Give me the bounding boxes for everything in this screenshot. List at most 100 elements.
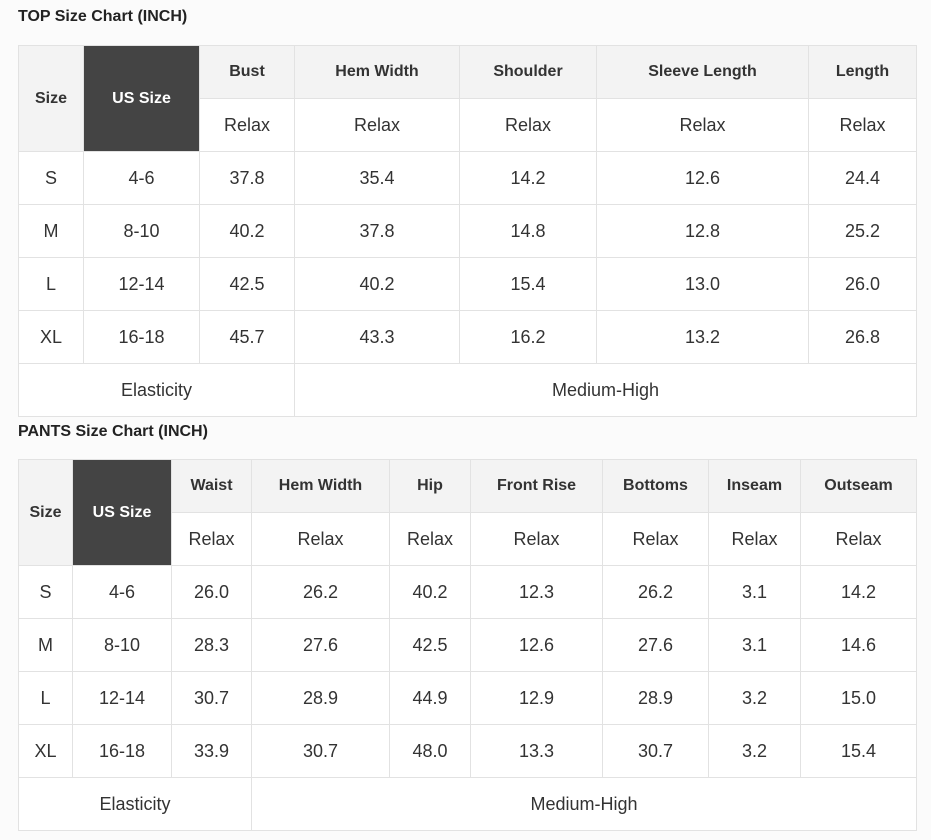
table-cell: 43.3 — [294, 310, 460, 364]
table-cell: M — [18, 618, 73, 672]
top-chart-title: TOP Size Chart (INCH) — [18, 8, 188, 25]
table-cell: 16-18 — [72, 724, 172, 778]
elasticity-row: Elasticity Medium-High — [18, 363, 917, 417]
table-cell: 35.4 — [294, 151, 460, 205]
table-cell: 14.2 — [800, 565, 917, 619]
table-cell: 12-14 — [72, 671, 172, 725]
table-cell: 28.9 — [602, 671, 709, 725]
table-cell: 12.6 — [596, 151, 809, 205]
table-cell: 8-10 — [83, 204, 200, 258]
table-cell: 16.2 — [459, 310, 597, 364]
table-row: L 12-14 30.7 28.9 44.9 12.9 28.9 3.2 15.0 — [18, 671, 917, 725]
table-cell: 25.2 — [808, 204, 917, 258]
table-cell: 3.2 — [708, 724, 801, 778]
elasticity-value: Medium-High — [251, 777, 917, 831]
fit-label: Relax — [199, 98, 295, 152]
table-cell: 12.6 — [470, 618, 603, 672]
table-cell: 33.9 — [171, 724, 252, 778]
table-cell: 26.0 — [171, 565, 252, 619]
column-header: Inseam — [708, 459, 801, 513]
table-cell: 12.8 — [596, 204, 809, 258]
table-cell: 30.7 — [171, 671, 252, 725]
table-row: XL 16-18 33.9 30.7 48.0 13.3 30.7 3.2 15.4 — [18, 724, 917, 778]
pants-size-table: Size US Size Waist Hem Width Hip Front Rise… — [18, 459, 917, 831]
fit-label: Relax — [459, 98, 597, 152]
fit-label: Relax — [294, 98, 460, 152]
elasticity-row: Elasticity Medium-High — [18, 777, 917, 831]
table-cell: 8-10 — [72, 618, 172, 672]
table-cell: 12.3 — [470, 565, 603, 619]
table-cell: XL — [18, 724, 73, 778]
table-cell: 30.7 — [251, 724, 390, 778]
fit-label: Relax — [808, 98, 917, 152]
size-header: Size — [18, 45, 84, 152]
elasticity-label: Elasticity — [18, 777, 252, 831]
table-cell: 48.0 — [389, 724, 471, 778]
table-cell: 14.2 — [459, 151, 597, 205]
table-cell: 13.0 — [596, 257, 809, 311]
column-header: Waist — [171, 459, 252, 513]
table-cell: 28.3 — [171, 618, 252, 672]
us-size-header: US Size — [83, 45, 200, 152]
table-cell: 4-6 — [72, 565, 172, 619]
column-header: Shoulder — [459, 45, 597, 99]
table-cell: 26.2 — [251, 565, 390, 619]
column-header: Hem Width — [294, 45, 460, 99]
table-row: M 8-10 28.3 27.6 42.5 12.6 27.6 3.1 14.6 — [18, 618, 917, 672]
table-cell: 42.5 — [199, 257, 295, 311]
table-cell: 27.6 — [251, 618, 390, 672]
table-cell: 37.8 — [294, 204, 460, 258]
table-row: L 12-14 42.5 40.2 15.4 13.0 26.0 — [18, 257, 917, 311]
column-header: Bust — [199, 45, 295, 99]
us-size-header: US Size — [72, 459, 172, 566]
top-size-table: Size US Size Bust Hem Width Shoulder Sleeve… — [18, 45, 917, 417]
table-cell: 24.4 — [808, 151, 917, 205]
table-cell: 13.3 — [470, 724, 603, 778]
table-cell: 3.2 — [708, 671, 801, 725]
column-header: Length — [808, 45, 917, 99]
table-row: S 4-6 37.8 35.4 14.2 12.6 24.4 — [18, 151, 917, 205]
table-cell: 15.4 — [459, 257, 597, 311]
table-cell: 40.2 — [389, 565, 471, 619]
table-cell: 45.7 — [199, 310, 295, 364]
table-cell: 14.8 — [459, 204, 597, 258]
table-cell: 15.4 — [800, 724, 917, 778]
pants-chart-title: PANTS Size Chart (INCH) — [18, 423, 208, 440]
table-cell: 13.2 — [596, 310, 809, 364]
table-cell: 3.1 — [708, 565, 801, 619]
table-cell: L — [18, 671, 73, 725]
table-cell: 44.9 — [389, 671, 471, 725]
fit-label: Relax — [800, 512, 917, 566]
table-cell: 37.8 — [199, 151, 295, 205]
elasticity-value: Medium-High — [294, 363, 917, 417]
fit-label: Relax — [602, 512, 709, 566]
column-header: Hip — [389, 459, 471, 513]
table-cell: M — [18, 204, 84, 258]
table-row: S 4-6 26.0 26.2 40.2 12.3 26.2 3.1 14.2 — [18, 565, 917, 619]
table-cell: 27.6 — [602, 618, 709, 672]
fit-label: Relax — [389, 512, 471, 566]
column-header: Front Rise — [470, 459, 603, 513]
size-header: Size — [18, 459, 73, 566]
fit-label: Relax — [708, 512, 801, 566]
table-cell: S — [18, 565, 73, 619]
table-cell: 3.1 — [708, 618, 801, 672]
table-cell: XL — [18, 310, 84, 364]
table-cell: 26.0 — [808, 257, 917, 311]
fit-label: Relax — [470, 512, 603, 566]
table-cell: 42.5 — [389, 618, 471, 672]
table-cell: 28.9 — [251, 671, 390, 725]
column-header: Hem Width — [251, 459, 390, 513]
column-header: Outseam — [800, 459, 917, 513]
table-cell: 14.6 — [800, 618, 917, 672]
fit-label: Relax — [251, 512, 390, 566]
table-cell: S — [18, 151, 84, 205]
table-cell: 30.7 — [602, 724, 709, 778]
table-cell: 26.8 — [808, 310, 917, 364]
fit-label: Relax — [596, 98, 809, 152]
table-cell: 15.0 — [800, 671, 917, 725]
table-cell: 40.2 — [199, 204, 295, 258]
table-cell: 40.2 — [294, 257, 460, 311]
column-header: Sleeve Length — [596, 45, 809, 99]
table-cell: 12-14 — [83, 257, 200, 311]
